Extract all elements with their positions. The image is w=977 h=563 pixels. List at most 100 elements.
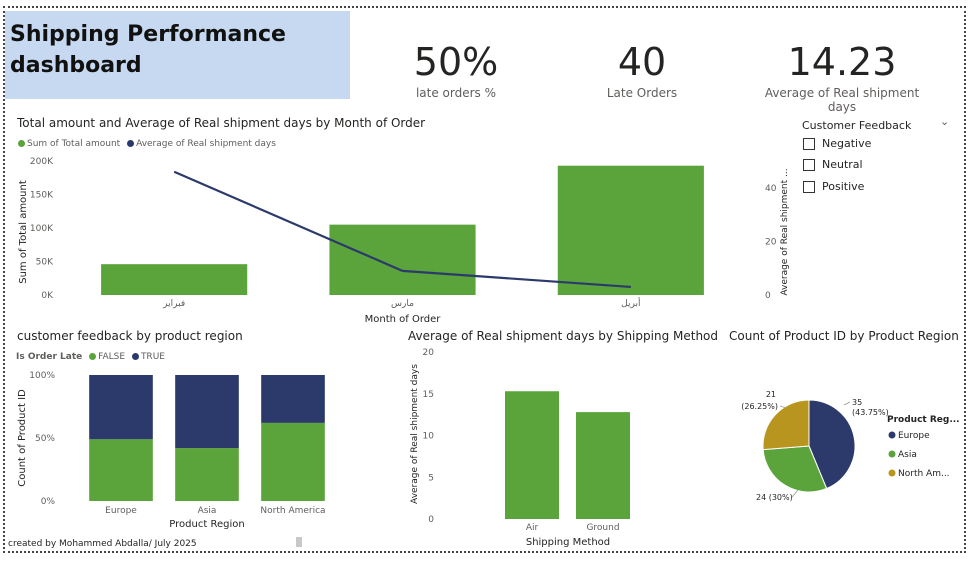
checkbox[interactable]	[803, 180, 815, 193]
legend-marker[interactable]	[888, 450, 896, 458]
bar-segment-false[interactable]	[261, 422, 325, 501]
y-tick-label: 20	[423, 348, 435, 358]
slicer-option-label: Negative	[822, 137, 872, 150]
scrollbar[interactable]	[296, 537, 302, 547]
y2-tick-label: 20	[765, 237, 777, 247]
checkbox[interactable]	[803, 158, 815, 171]
checkbox[interactable]	[803, 137, 815, 150]
bar-segment-false[interactable]	[175, 448, 239, 501]
y-tick-label: 0K	[41, 291, 54, 301]
leader-line[interactable]	[843, 401, 851, 406]
bar-segment-false[interactable]	[89, 439, 153, 501]
legend-item[interactable]: TRUE	[140, 352, 165, 362]
pie-slice[interactable]	[808, 399, 856, 490]
bar[interactable]	[505, 391, 559, 519]
legend-item[interactable]: Average of Real shipment days	[136, 139, 276, 149]
y-axis-label: Average of Real shipment days	[410, 364, 420, 504]
chart1-title: Total amount and Average of Real shipmen…	[17, 116, 426, 130]
legend-title: Product Reg...	[887, 415, 960, 425]
x-tick-label: Air	[526, 523, 539, 533]
y2-tick-label: 40	[765, 184, 777, 194]
legend-marker[interactable]	[888, 431, 896, 439]
y-tick-label: 10	[423, 432, 435, 442]
chart3-title: Average of Real shipment days by Shippin…	[408, 329, 719, 343]
kpi-late-orders-pct[interactable]: 50% late orders %	[396, 42, 516, 100]
bar[interactable]	[101, 264, 248, 295]
x-tick-label: North America	[260, 506, 325, 516]
x-tick-label: Ground	[586, 523, 619, 533]
y-tick-label: 100K	[30, 224, 54, 234]
kpi-value: 14.23	[787, 40, 897, 84]
footer-credit: created by Mohammed Abdalla/ July 2025	[8, 539, 197, 549]
slicer-title: Customer Feedback	[802, 119, 912, 132]
leader-line[interactable]	[791, 489, 799, 498]
x-tick-label: أبريل	[621, 297, 640, 309]
y-tick-label: 50K	[36, 258, 54, 268]
bar[interactable]	[576, 412, 630, 519]
kpi-avg-shipment-days[interactable]: 14.23 Average of Real shipment days	[752, 42, 932, 114]
chart4-title: Count of Product ID by Product Region	[729, 329, 959, 343]
y2-axis-label: Average of Real shipment ...	[780, 168, 790, 295]
legend-item: Europe	[898, 431, 930, 441]
x-tick-label: Europe	[105, 506, 137, 516]
stacked-bar-chart[interactable]: 0% 50% 100% Europe Asia North America Product …	[0, 362, 400, 538]
x-axis-label: Month of Order	[365, 314, 442, 325]
chart2-title: customer feedback by product region	[17, 329, 243, 343]
y-tick-label: 150K	[30, 191, 54, 201]
bar-chart[interactable]: 0 5 10 15 20 Air Ground Shipping Method Average …	[400, 344, 710, 550]
title-box: Shipping Performance dashboard	[5, 11, 350, 99]
bar[interactable]	[329, 224, 476, 295]
legend-item: North Am...	[898, 469, 950, 479]
y-tick-label: 15	[423, 390, 434, 400]
slicer-option-positive[interactable]: Positive	[803, 180, 864, 193]
slicer-option-negative[interactable]: Negative	[803, 137, 871, 150]
kpi-label: late orders %	[415, 86, 497, 100]
legend-dot-navy	[127, 140, 135, 147]
legend-item: Asia	[898, 450, 917, 460]
pie-data-label: (43.75%)	[852, 408, 889, 417]
leader-line[interactable]	[779, 405, 787, 409]
y-tick-label: 0	[428, 515, 434, 525]
slicer-option-label: Positive	[822, 180, 865, 193]
y-tick-label: 100%	[29, 371, 55, 381]
chart1-legend: Sum of Total amount Average of Real ship…	[14, 139, 276, 149]
y2-tick-label: 0	[765, 291, 771, 301]
legend-dot-green	[18, 140, 25, 147]
bar-segment-true[interactable]	[175, 375, 239, 449]
pie-data-label: 21	[766, 390, 776, 399]
slicer-option-label: Neutral	[822, 158, 863, 171]
combo-chart[interactable]: 0K 50K 100K 150K 200K 0 20 40 فبراير مارس أبريل Mon…	[0, 150, 790, 330]
chart2-legend: Is Order Late FALSE TRUE	[16, 352, 165, 362]
pie-data-label: 24 (30%)	[756, 493, 793, 502]
legend-marker[interactable]	[888, 469, 896, 477]
bar-segment-true[interactable]	[89, 375, 153, 440]
dashboard-frame	[3, 6, 966, 553]
line-series[interactable]	[173, 170, 631, 289]
y-tick-label: 5	[428, 473, 434, 483]
pie-data-label: 35	[852, 398, 862, 407]
x-axis-label: Product Region	[169, 519, 244, 530]
kpi-label: Average of Real shipment days	[764, 86, 920, 114]
pie-slice[interactable]	[762, 399, 810, 451]
legend-title: Is Order Late	[16, 352, 83, 362]
pie-chart[interactable]: 35(43.75%) 24 (30%) 21 (26.25%) Product Reg.…	[720, 380, 965, 520]
pie-slice[interactable]	[762, 445, 828, 493]
chevron-down-icon[interactable]: ⌄	[940, 115, 950, 128]
bar[interactable]	[557, 165, 704, 295]
y-tick-label: 0%	[41, 497, 56, 507]
x-tick-label: فبراير	[162, 299, 185, 309]
kpi-value: 40	[617, 40, 667, 84]
kpi-late-orders[interactable]: 40 Late Orders	[582, 42, 702, 100]
y-axis-label: Count of Product ID	[17, 389, 28, 487]
y-tick-label: 200K	[30, 157, 54, 167]
kpi-label: Late Orders	[606, 86, 678, 100]
x-tick-label: مارس	[391, 299, 414, 309]
bar-segment-true[interactable]	[261, 375, 325, 423]
kpi-value: 50%	[413, 40, 499, 84]
legend-dot-navy	[131, 353, 139, 360]
x-tick-label: Asia	[198, 506, 217, 516]
slicer-option-neutral[interactable]: Neutral	[803, 158, 863, 171]
legend-item[interactable]: Sum of Total amount	[27, 139, 121, 149]
pie-data-label: (26.25%)	[741, 402, 778, 411]
legend-item[interactable]: FALSE	[98, 352, 126, 362]
